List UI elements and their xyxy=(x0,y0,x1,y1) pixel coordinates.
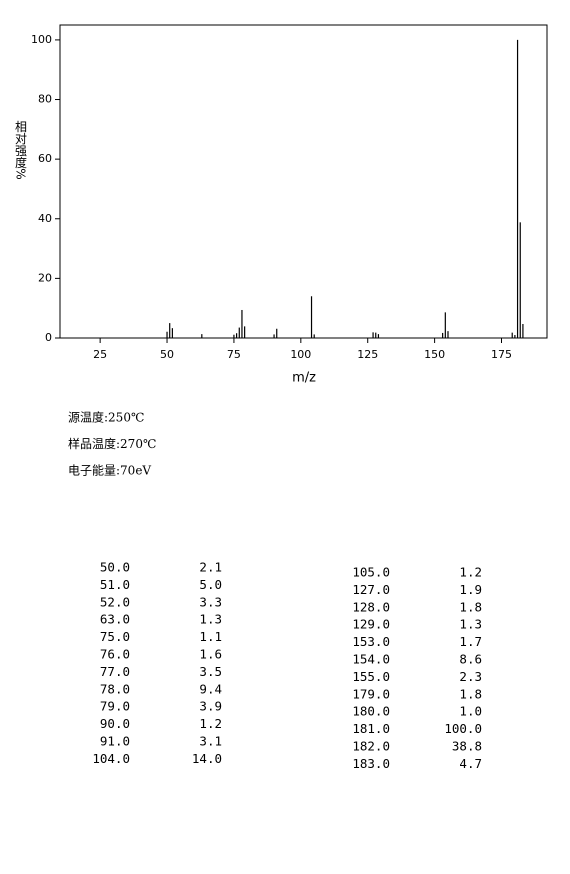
peak-intensity: 1.8 xyxy=(459,686,482,701)
peak-mz: 180.0 xyxy=(352,704,390,719)
peak-mz: 154.0 xyxy=(352,652,390,667)
peak-intensity: 9.4 xyxy=(199,681,222,696)
peak-mz: 90.0 xyxy=(100,716,130,731)
peak-intensity: 3.1 xyxy=(199,734,222,749)
peak-mz: 129.0 xyxy=(352,617,390,632)
peak-intensity: 1.1 xyxy=(199,629,222,644)
peak-intensity: 3.5 xyxy=(199,664,222,679)
peak-intensity: 5.0 xyxy=(199,577,222,592)
peak-intensity: 3.9 xyxy=(199,699,222,714)
peak-mz: 179.0 xyxy=(352,686,390,701)
peak-intensity: 8.6 xyxy=(459,652,482,667)
x-tick-label: 175 xyxy=(491,348,512,361)
peak-mz: 77.0 xyxy=(100,664,130,679)
plot-frame xyxy=(59,24,548,339)
peak-mz: 75.0 xyxy=(100,629,130,644)
peak-mz: 79.0 xyxy=(100,699,130,714)
peak-mz: 78.0 xyxy=(100,681,130,696)
y-axis-title: 相对强度% xyxy=(14,120,28,180)
peak-mz: 182.0 xyxy=(352,739,390,754)
x-tick-label: 100 xyxy=(290,348,311,361)
peak-mz: 76.0 xyxy=(100,647,130,662)
y-tick-label: 40 xyxy=(38,212,52,225)
peak-intensity: 2.1 xyxy=(199,560,222,575)
peak-intensity: 4.7 xyxy=(459,756,482,771)
y-tick-label: 60 xyxy=(38,152,52,165)
peak-intensity: 1.2 xyxy=(459,565,482,580)
peak-intensity: 1.7 xyxy=(459,634,482,649)
peak-intensity: 1.3 xyxy=(459,617,482,632)
y-tick-label: 20 xyxy=(38,271,52,284)
peak-mz: 104.0 xyxy=(92,751,130,766)
peak-intensity: 1.6 xyxy=(199,647,222,662)
peak-intensity: 100.0 xyxy=(444,721,482,736)
peak-mz: 153.0 xyxy=(352,634,390,649)
x-tick-label: 25 xyxy=(93,348,107,361)
peak-mz: 51.0 xyxy=(100,577,130,592)
peak-mz: 52.0 xyxy=(100,594,130,609)
x-tick-label: 150 xyxy=(424,348,445,361)
y-tick-label: 0 xyxy=(45,331,52,344)
peak-intensity: 14.0 xyxy=(192,751,222,766)
peak-mz: 128.0 xyxy=(352,599,390,614)
x-tick-label: 75 xyxy=(227,348,241,361)
peak-mz: 63.0 xyxy=(100,612,130,627)
peak-mz: 181.0 xyxy=(352,721,390,736)
peak-intensity: 1.9 xyxy=(459,582,482,597)
peak-intensity: 3.3 xyxy=(199,594,222,609)
peak-mz: 50.0 xyxy=(100,560,130,575)
y-tick-label: 100 xyxy=(31,33,52,46)
y-tick-label: 80 xyxy=(38,93,52,106)
condition: 源温度:250℃ xyxy=(68,410,144,425)
peak-mz: 155.0 xyxy=(352,669,390,684)
peak-intensity: 1.2 xyxy=(199,716,222,731)
peak-intensity: 38.8 xyxy=(452,739,482,754)
condition: 样品温度:270℃ xyxy=(68,436,156,451)
x-axis-title: m/z xyxy=(292,371,316,386)
peak-intensity: 1.8 xyxy=(459,599,482,614)
peak-mz: 91.0 xyxy=(100,734,130,749)
x-tick-label: 50 xyxy=(160,348,174,361)
peak-mz: 127.0 xyxy=(352,582,390,597)
peak-mz: 105.0 xyxy=(352,565,390,580)
x-tick-label: 125 xyxy=(357,348,378,361)
condition: 电子能量:70eV xyxy=(68,464,151,478)
peak-intensity: 2.3 xyxy=(459,669,482,684)
peak-intensity: 1.3 xyxy=(199,612,222,627)
peak-intensity: 1.0 xyxy=(459,704,482,719)
peak-mz: 183.0 xyxy=(352,756,390,771)
